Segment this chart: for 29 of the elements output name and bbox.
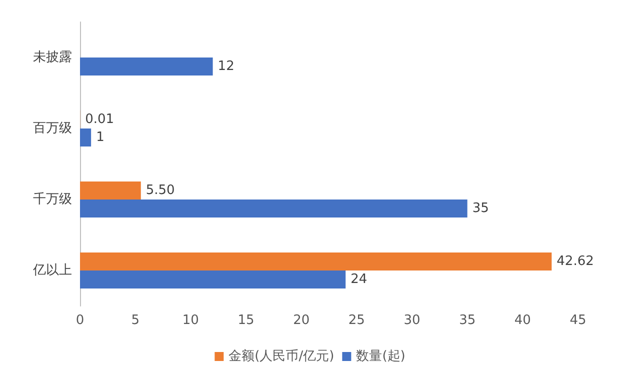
y-tick-label: 百万级 xyxy=(33,121,72,136)
x-tick-label: 45 xyxy=(570,313,586,328)
data-label: 24 xyxy=(350,272,368,287)
data-label: 1 xyxy=(96,130,104,145)
legend-label: 数量(起) xyxy=(356,349,406,364)
legend-label: 金额(人民币/亿元) xyxy=(228,349,334,364)
y-tick-label: 未披露 xyxy=(33,50,72,65)
data-label: 42.62 xyxy=(556,254,594,269)
x-tick-label: 30 xyxy=(404,313,420,328)
x-tick-label: 5 xyxy=(131,313,140,328)
x-tick-label: 10 xyxy=(182,313,199,328)
data-label: 35 xyxy=(472,201,489,216)
bar xyxy=(80,58,213,76)
bar xyxy=(80,182,141,200)
x-tick-label: 20 xyxy=(293,313,310,328)
y-tick-label: 亿以上 xyxy=(32,263,72,278)
bar xyxy=(80,200,468,218)
x-tick-label: 40 xyxy=(514,313,531,328)
x-tick-label: 15 xyxy=(238,313,254,328)
bar xyxy=(80,128,92,146)
bar xyxy=(80,252,552,270)
x-tick-label: 35 xyxy=(459,313,476,328)
data-label: 5.50 xyxy=(146,183,175,198)
x-tick-label: 25 xyxy=(348,313,365,328)
x-tick-label: 0 xyxy=(76,313,84,328)
bar xyxy=(80,270,346,288)
data-label: 0.01 xyxy=(85,112,114,127)
y-tick-label: 千万级 xyxy=(33,192,72,207)
data-label: 12 xyxy=(218,59,234,74)
